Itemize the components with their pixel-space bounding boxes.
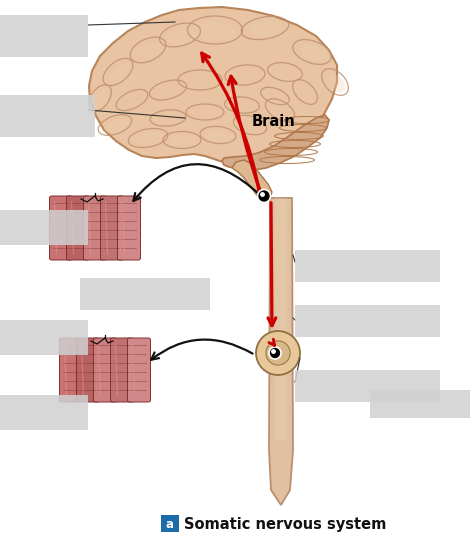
FancyBboxPatch shape <box>83 196 107 260</box>
Ellipse shape <box>207 130 232 142</box>
Ellipse shape <box>135 132 163 146</box>
Circle shape <box>257 190 271 203</box>
FancyBboxPatch shape <box>295 370 440 402</box>
FancyBboxPatch shape <box>370 390 470 418</box>
Circle shape <box>269 347 281 359</box>
FancyBboxPatch shape <box>110 338 134 402</box>
FancyBboxPatch shape <box>60 338 82 402</box>
Text: Brain: Brain <box>252 115 296 129</box>
FancyBboxPatch shape <box>0 210 88 245</box>
FancyBboxPatch shape <box>0 320 88 355</box>
Polygon shape <box>269 198 293 505</box>
Circle shape <box>256 331 300 375</box>
FancyArrowPatch shape <box>228 76 261 193</box>
FancyArrowPatch shape <box>202 53 260 194</box>
Ellipse shape <box>249 21 283 37</box>
FancyBboxPatch shape <box>66 196 90 260</box>
FancyBboxPatch shape <box>128 338 151 402</box>
Ellipse shape <box>327 74 346 92</box>
FancyBboxPatch shape <box>49 196 73 260</box>
Polygon shape <box>89 7 337 167</box>
Circle shape <box>266 341 290 365</box>
FancyBboxPatch shape <box>295 250 440 282</box>
Ellipse shape <box>137 42 162 60</box>
FancyBboxPatch shape <box>76 338 100 402</box>
FancyBboxPatch shape <box>161 515 179 532</box>
Text: a: a <box>166 517 174 531</box>
Ellipse shape <box>197 21 235 41</box>
FancyBboxPatch shape <box>0 95 95 137</box>
FancyArrowPatch shape <box>268 203 276 326</box>
Text: Somatic nervous system: Somatic nervous system <box>184 516 386 532</box>
Ellipse shape <box>109 64 129 83</box>
FancyBboxPatch shape <box>295 305 440 337</box>
FancyBboxPatch shape <box>80 278 210 310</box>
FancyBboxPatch shape <box>100 196 124 260</box>
Ellipse shape <box>167 28 195 45</box>
Polygon shape <box>232 160 272 200</box>
FancyArrowPatch shape <box>151 339 253 359</box>
FancyArrowPatch shape <box>133 164 260 201</box>
Polygon shape <box>222 115 329 170</box>
FancyBboxPatch shape <box>118 196 140 260</box>
Ellipse shape <box>93 90 109 109</box>
FancyBboxPatch shape <box>0 15 88 57</box>
Ellipse shape <box>300 45 327 62</box>
FancyBboxPatch shape <box>0 395 88 430</box>
Polygon shape <box>275 198 287 440</box>
FancyArrowPatch shape <box>269 339 274 345</box>
Ellipse shape <box>170 135 196 147</box>
FancyBboxPatch shape <box>93 338 117 402</box>
Ellipse shape <box>104 119 128 133</box>
